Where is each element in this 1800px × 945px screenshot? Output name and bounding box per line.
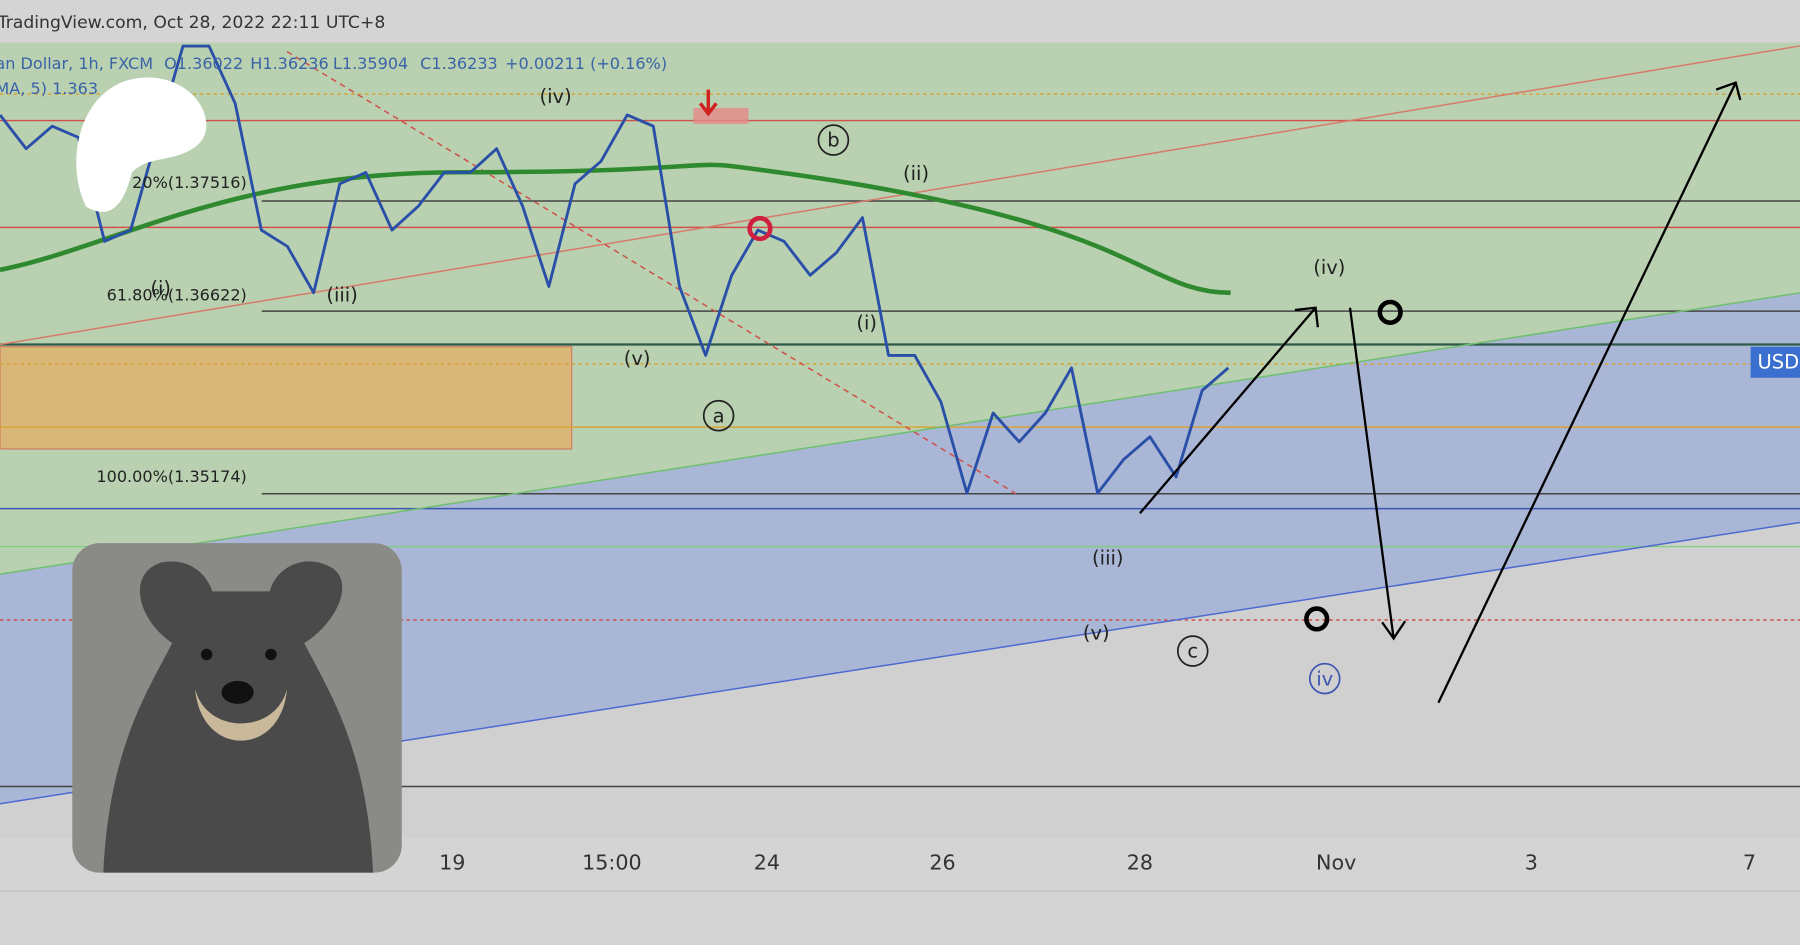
legend-symbol: an Dollar, 1h, FXCM (0, 54, 153, 73)
x-tick-label: 3 (1525, 850, 1538, 874)
wave-label: (v) (1083, 621, 1110, 644)
dog-nose (221, 680, 254, 704)
x-tick-label: Nov (1316, 850, 1356, 874)
trend-line (0, 45, 1800, 346)
price-tag-label: USD (1758, 350, 1800, 373)
wave-circle (817, 124, 850, 156)
fib-label: 100.00%(1.35174) (96, 467, 246, 486)
circle-marker (1304, 606, 1330, 632)
x-tick-label: 7 (1743, 850, 1756, 874)
dog (103, 561, 374, 873)
wave-label: (i) (856, 311, 877, 334)
arrow (1348, 307, 1407, 641)
wave-label: (i) (150, 277, 171, 300)
fib-label: 61.80%(1.36622) (107, 286, 247, 305)
dog-eye (200, 648, 213, 661)
wave-label: (iii) (1092, 547, 1123, 570)
x-tick-label: 15:00 (582, 850, 642, 874)
wave-label: a (713, 404, 725, 427)
wave-circles (702, 124, 1341, 695)
wave-label: b (827, 129, 839, 152)
dog-beard (195, 688, 287, 741)
price-tag (1750, 346, 1800, 378)
legend-high: H1.36236 (250, 54, 329, 73)
wave-label: (v) (624, 347, 651, 370)
legend-open: O1.36022 (164, 54, 243, 73)
projection-arrows (1139, 81, 1742, 704)
header-title: TradingView.com, Oct 28, 2022 22:11 UTC+… (0, 13, 385, 33)
dog-eye (265, 648, 277, 661)
cover-blob (76, 77, 207, 212)
legend-low: L1.35904 (333, 54, 408, 73)
x-tick-label: 24 (754, 850, 780, 874)
fib-label: 20%(1.37516) (132, 173, 247, 192)
down-arrow (698, 89, 718, 117)
wave-label: (ii) (903, 162, 929, 185)
price-trace (0, 44, 1230, 495)
wave-circle (1308, 662, 1341, 695)
legend-close: C1.36233 (420, 54, 498, 73)
blue-channel (0, 292, 1800, 804)
wave-circle (702, 399, 735, 432)
x-tick-label: 19 (439, 850, 465, 874)
wave-label: c (1187, 640, 1198, 663)
arrow (1437, 81, 1742, 704)
wave-circle (1176, 635, 1209, 667)
x-tick-label: 26 (929, 850, 955, 874)
legend-ma: MA, 5) 1.363 (0, 79, 98, 98)
wave-label: (iv) (1313, 256, 1345, 279)
circle-marker (1377, 299, 1403, 325)
wave-label: (iii) (326, 284, 357, 307)
circle-marker (747, 215, 773, 242)
marker (693, 107, 749, 125)
wave-label: (iv) (540, 85, 572, 108)
supply-zone (0, 346, 573, 450)
legend-change: +0.00211 (+0.16%) (505, 54, 667, 73)
dog-photo (72, 543, 402, 873)
wave-label: iv (1316, 667, 1333, 690)
arrow (1139, 306, 1319, 515)
price-line (0, 44, 1230, 495)
x-tick-label: 28 (1127, 850, 1153, 874)
trend-line (286, 51, 1017, 495)
trend-line (0, 292, 1800, 575)
moving-average (0, 162, 1231, 296)
